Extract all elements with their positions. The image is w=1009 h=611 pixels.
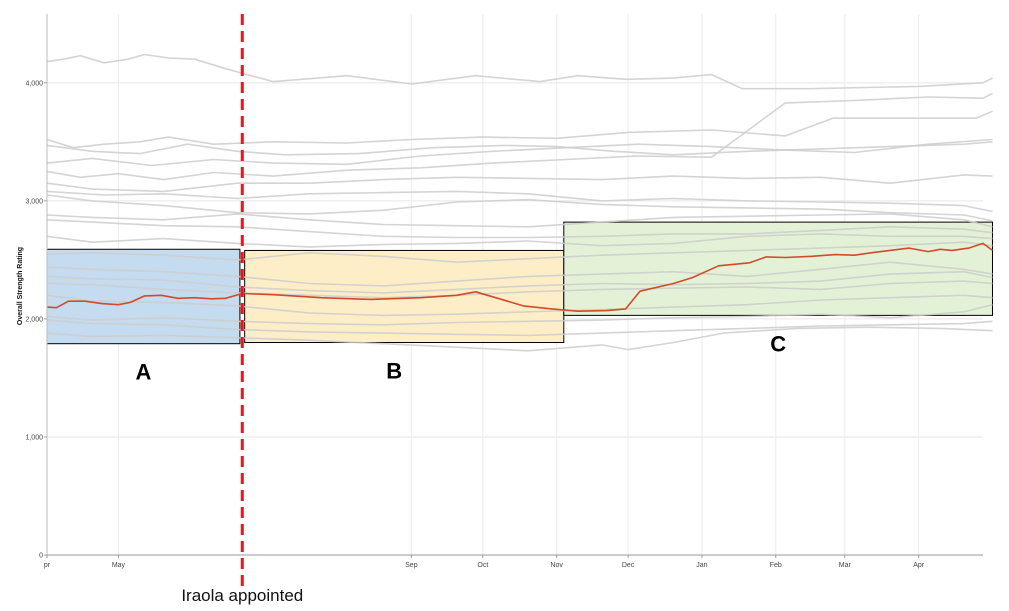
background-series-line — [46, 194, 993, 222]
annotation-boxes — [46, 221, 993, 345]
background-series-line — [46, 110, 993, 149]
background-series-line — [46, 280, 993, 299]
y-tick-label: 0 — [39, 553, 43, 560]
x-tick-label: Nov — [550, 562, 563, 569]
background-series-line — [46, 241, 993, 263]
x-tick-label: Jan — [696, 562, 707, 569]
background-series-line — [46, 294, 993, 317]
y-tick-label: 1,000 — [25, 434, 43, 441]
annotation-box-c — [563, 221, 993, 316]
annotation-label-a: A — [136, 360, 152, 385]
y-tick-label: 3,000 — [25, 198, 43, 205]
x-tick-label: pr — [44, 562, 51, 569]
background-series-line — [46, 326, 993, 352]
y-axis-label: Overall Strength Rating — [17, 247, 24, 325]
background-series-line — [46, 213, 993, 228]
x-tick-label: Oct — [477, 562, 488, 569]
highlight-series-line — [46, 242, 993, 312]
x-tick-label: Dec — [622, 562, 635, 569]
annotation-label-b: B — [386, 359, 402, 384]
box-labels: A B C — [136, 331, 787, 384]
annotation-label-c: C — [770, 331, 786, 356]
background-series-line — [46, 303, 993, 326]
x-tick-label: Feb — [770, 562, 782, 569]
background-series-line — [46, 219, 993, 239]
event-marker: Iraola appointed — [181, 14, 303, 605]
background-series — [46, 53, 993, 352]
y-tick-label: 2,000 — [25, 316, 43, 323]
background-series-line — [46, 270, 993, 294]
background-series-line — [46, 53, 993, 90]
background-series-line — [46, 174, 993, 193]
axes: 0 1,000 2,000 3,000 4,000 pr May Sep Oct Nov Dec Ja… — [25, 14, 983, 569]
background-series-line — [46, 138, 993, 167]
y-tick-label: 4,000 — [25, 80, 43, 87]
x-tick-label: Mar — [839, 562, 852, 569]
background-series-line — [46, 319, 993, 337]
background-series-line — [46, 233, 993, 248]
background-series-line — [46, 92, 993, 181]
x-tick-label: Sep — [405, 562, 418, 569]
background-series-line — [46, 141, 993, 156]
highlight-series — [46, 242, 993, 312]
background-series-line — [46, 190, 993, 213]
x-tick-label: Apr — [913, 562, 925, 569]
x-tick-label: May — [112, 562, 126, 569]
background-series-line — [46, 261, 993, 287]
event-label: Iraola appointed — [181, 586, 303, 605]
